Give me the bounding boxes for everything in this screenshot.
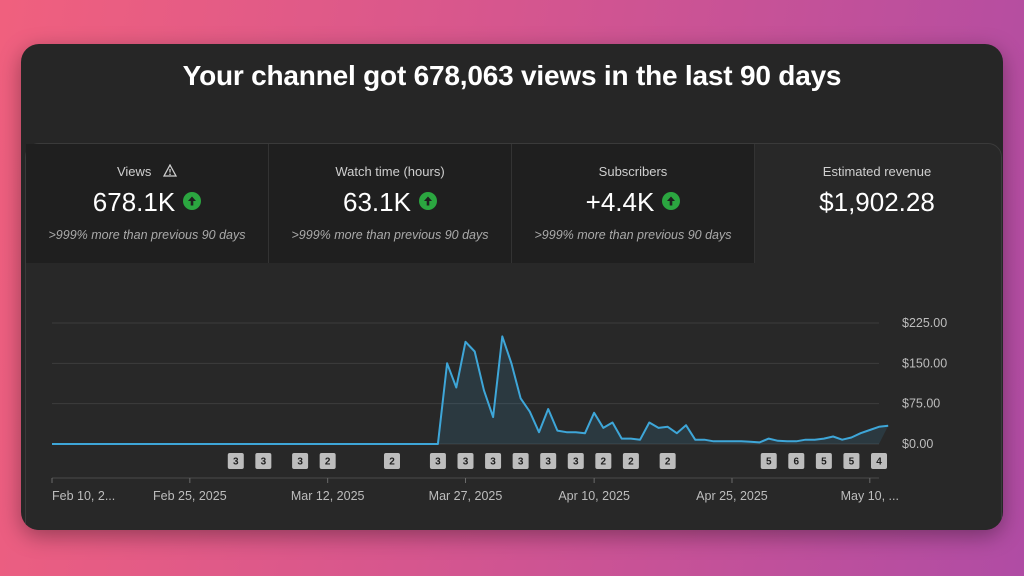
y-tick-label: $0.00: [902, 437, 933, 451]
annotation-marker-label: 5: [849, 457, 855, 468]
annotation-marker: [567, 453, 584, 469]
stat-value-text: 63.1K: [343, 187, 411, 217]
series-area: [52, 336, 889, 444]
stat-note: >999% more than previous 90 days: [534, 228, 732, 242]
x-tick-label: Apr 10, 2025: [558, 489, 630, 503]
annotation-marker: [659, 453, 676, 469]
annotation-marker-label: 2: [665, 457, 671, 468]
stat-label: Watch time (hours): [335, 164, 445, 179]
annotation-marker-label: 3: [545, 457, 551, 468]
arrow-up-icon: [662, 192, 681, 211]
x-tick-label: Feb 25, 2025: [153, 489, 227, 503]
annotation-marker-label: 2: [628, 457, 634, 468]
annotation-marker-label: 3: [573, 457, 579, 468]
annotation-marker: [843, 453, 860, 469]
annotation-marker: [457, 453, 474, 469]
annotation-marker: [512, 453, 529, 469]
annotation-marker-label: 3: [490, 457, 496, 468]
stat-value: $1,902.28: [819, 187, 935, 217]
stat-label: Estimated revenue: [822, 164, 932, 179]
stat-note: >999% more than previous 90 days: [291, 228, 489, 242]
page-title: Your channel got 678,063 views in the la…: [182, 60, 842, 91]
y-tick-label: $150.00: [902, 356, 947, 370]
arrow-up-icon: [183, 192, 202, 211]
annotation-marker: [815, 453, 832, 469]
annotation-marker-label: 3: [233, 457, 239, 468]
annotation-marker-label: 3: [435, 457, 441, 468]
stat-estimated-revenue[interactable]: Estimated revenue $1,902.28: [756, 144, 998, 263]
x-tick-label: Apr 25, 2025: [696, 489, 768, 503]
arrow-up-icon: [418, 192, 437, 211]
annotation-marker: [383, 453, 400, 469]
annotation-marker: [540, 453, 557, 469]
revenue-chart[interactable]: $225.00 $150.00 $75.00 $0.00 3 3 3 2 2 3 3 3 3 3 3 2 2 2 5…: [26, 144, 1001, 530]
annotation-marker: [292, 453, 309, 469]
stat-value-text: +4.4K: [585, 187, 655, 217]
annotation-marker: [227, 453, 244, 469]
x-tick-label: Mar 12, 2025: [291, 489, 365, 503]
annotation-marker-label: 3: [261, 457, 267, 468]
warning-icon[interactable]: [162, 163, 178, 180]
stat-note: >999% more than previous 90 days: [48, 228, 246, 242]
series-line: [52, 335, 889, 445]
annotation-marker: [760, 453, 777, 469]
stat-label: Subscribers: [598, 164, 668, 179]
annotation-marker-label: 3: [297, 457, 303, 468]
stat-watch-time[interactable]: Watch time (hours) 63.1K >999% more than…: [269, 144, 512, 263]
stat-label-text: Views: [116, 164, 152, 179]
annotation-marker-label: 5: [821, 457, 827, 468]
annotation-marker: [871, 453, 887, 469]
annotation-marker-label: 2: [389, 457, 395, 468]
annotation-marker: [622, 453, 639, 469]
annotation-marker-label: 5: [766, 457, 772, 468]
stats-row: Views 678.1K >999% more than previous 90…: [26, 144, 1001, 263]
x-tick-label: Mar 27, 2025: [429, 489, 503, 503]
stat-value: +4.4K: [512, 187, 754, 218]
annotation-marker-label: 3: [518, 457, 524, 468]
annotation-marker-label: 2: [325, 457, 331, 468]
x-tick-label: May 10, ...: [841, 489, 899, 503]
annotation-marker: [595, 453, 612, 469]
y-tick-label: $75.00: [902, 397, 940, 411]
channel-summary-card: Your channel got 678,063 views in the la…: [21, 44, 1003, 530]
annotation-marker: [255, 453, 272, 469]
y-tick-label: $225.00: [902, 316, 947, 330]
stat-value: 678.1K: [26, 187, 268, 218]
annotation-marker-label: 4: [876, 457, 882, 468]
stat-value-text: 678.1K: [92, 187, 176, 217]
annotation-marker: [319, 453, 336, 469]
stat-subscribers[interactable]: Subscribers +4.4K >999% more than previo…: [512, 144, 755, 263]
annotation-marker-label: 2: [601, 457, 607, 468]
analytics-panel: Views 678.1K >999% more than previous 90…: [25, 143, 1002, 530]
stat-value: 63.1K: [269, 187, 511, 218]
annotation-marker-label: 3: [463, 457, 469, 468]
stat-label: Views: [26, 163, 268, 181]
annotation-marker: [485, 453, 502, 469]
annotation-marker: [788, 453, 805, 469]
x-tick-label: Feb 10, 2...: [52, 489, 115, 503]
stat-views[interactable]: Views 678.1K >999% more than previous 90…: [26, 144, 269, 263]
annotation-marker-label: 6: [794, 457, 800, 468]
annotation-marker: [429, 453, 446, 469]
